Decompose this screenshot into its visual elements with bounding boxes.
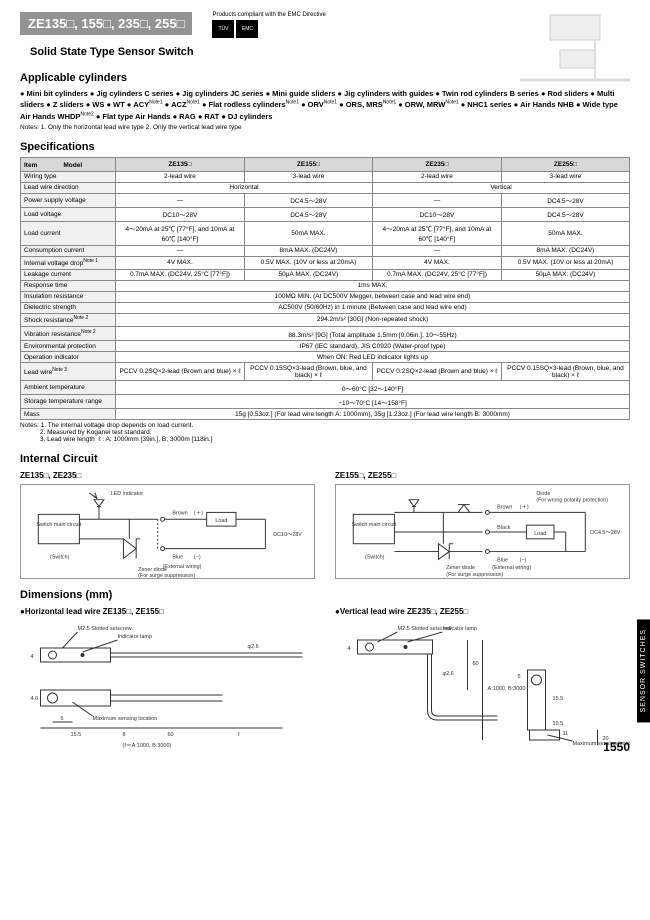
svg-text:(For wrong polarity protection: (For wrong polarity protection) [536, 498, 608, 504]
svg-text:Load: Load [215, 518, 227, 524]
spec-footnotes: Notes: 1. The internal voltage drop depe… [20, 422, 630, 443]
svg-text:Blue: Blue [497, 557, 508, 563]
circuit-right: Switch main circuit Load Brown (＋) Black [335, 484, 630, 579]
circuit-left: Switch main circuit LED indicator Load B… [20, 484, 315, 579]
dim-right: M2.5 Slotted setscrew Indicator lamp 4 φ… [335, 620, 630, 750]
model-badge: ZE135□, 155□, 235□, 255□ [20, 12, 192, 35]
svg-text:(ℓ＝A:1000, B:3000): (ℓ＝A:1000, B:3000) [123, 743, 172, 749]
svg-text:11: 11 [563, 731, 569, 737]
svg-text:Indicator lamp: Indicator lamp [443, 626, 478, 632]
svg-text:ℓ: ℓ [238, 732, 240, 738]
circuit-heading: Internal Circuit [20, 453, 630, 465]
spec-heading: Specifications [20, 141, 630, 153]
svg-text:Brown: Brown [497, 505, 512, 511]
svg-text:(Switch): (Switch) [365, 554, 385, 560]
circuit-left-title: ZE135□, ZE235□ [20, 471, 315, 480]
svg-text:8: 8 [123, 732, 126, 738]
svg-text:4: 4 [31, 654, 34, 660]
svg-text:φ2.6: φ2.6 [248, 644, 259, 650]
svg-text:4: 4 [348, 646, 351, 652]
svg-text:10.5: 10.5 [553, 721, 564, 727]
svg-text:15.5: 15.5 [553, 696, 564, 702]
svg-text:Load: Load [534, 531, 546, 537]
svg-text:(For surge suppression): (For surge suppression) [446, 572, 503, 578]
svg-text:(For surge suppression): (For surge suppression) [138, 573, 195, 578]
svg-text:Maximum sensing location: Maximum sensing location [93, 716, 158, 722]
svg-text:Diode: Diode [536, 491, 550, 497]
svg-text:Switch main circuit: Switch main circuit [37, 522, 82, 528]
svg-text:Indicator lamp: Indicator lamp [118, 634, 153, 640]
spec-table: Item ModelZE135□ZE155□ZE235□ZE255□Wiring… [20, 157, 630, 420]
svg-text:DC4.5～28V: DC4.5～28V [590, 530, 621, 536]
svg-text:4.6: 4.6 [31, 696, 39, 702]
svg-text:φ2.6: φ2.6 [443, 671, 454, 677]
side-tab: SENSOR SWITCHES [637, 619, 650, 722]
svg-text:Black: Black [497, 525, 510, 531]
compliance-block: Products compliant with the EMC Directiv… [212, 12, 325, 38]
svg-text:(＋): (＋) [520, 504, 529, 511]
svg-text:Switch main circuit: Switch main circuit [352, 522, 397, 528]
dim-left-title: ●Horizontal lead wire ZE135□, ZE155□ [20, 607, 315, 616]
svg-text:(Switch): (Switch) [50, 554, 70, 560]
circuit-right-title: ZE155□, ZE255□ [335, 471, 630, 480]
product-photo [520, 10, 630, 130]
circuit-row: ZE135□, ZE235□ Switch main circuit LED i… [20, 471, 630, 579]
svg-text:Blue: Blue [172, 554, 183, 560]
svg-text:Zener diode: Zener diode [446, 565, 475, 571]
svg-text:6: 6 [61, 716, 64, 722]
svg-text:60: 60 [168, 732, 174, 738]
svg-text:(−): (−) [520, 557, 527, 563]
svg-text:DC10～28V: DC10～28V [273, 532, 302, 538]
svg-text:LED indicator: LED indicator [111, 491, 143, 497]
svg-text:(−): (−) [194, 554, 201, 560]
dim-left: M2.5 Slotted setscrew Indicator lamp φ2.… [20, 620, 315, 750]
svg-text:A:1000, B:3000: A:1000, B:3000 [488, 686, 526, 692]
svg-text:15.5: 15.5 [71, 732, 82, 738]
page-number: 1550 [603, 740, 630, 754]
dim-heading: Dimensions (mm) [20, 589, 630, 601]
svg-text:(＋): (＋) [194, 509, 203, 516]
emc-icon: EMC [236, 20, 258, 38]
svg-text:Brown: Brown [172, 510, 187, 516]
svg-text:60: 60 [473, 661, 479, 667]
compliance-text: Products compliant with the EMC Directiv… [212, 12, 325, 18]
tuv-icon: TÜV [212, 20, 234, 38]
dim-right-title: ●Vertical lead wire ZE235□, ZE255□ [335, 607, 630, 616]
svg-text:5: 5 [518, 674, 521, 680]
svg-text:(External wiring): (External wiring) [492, 565, 531, 571]
svg-text:(External wiring): (External wiring) [163, 564, 202, 570]
dim-row: ●Horizontal lead wire ZE135□, ZE155□ M2.… [20, 607, 630, 750]
svg-text:M2.5 Slotted setscrew: M2.5 Slotted setscrew [78, 626, 132, 632]
